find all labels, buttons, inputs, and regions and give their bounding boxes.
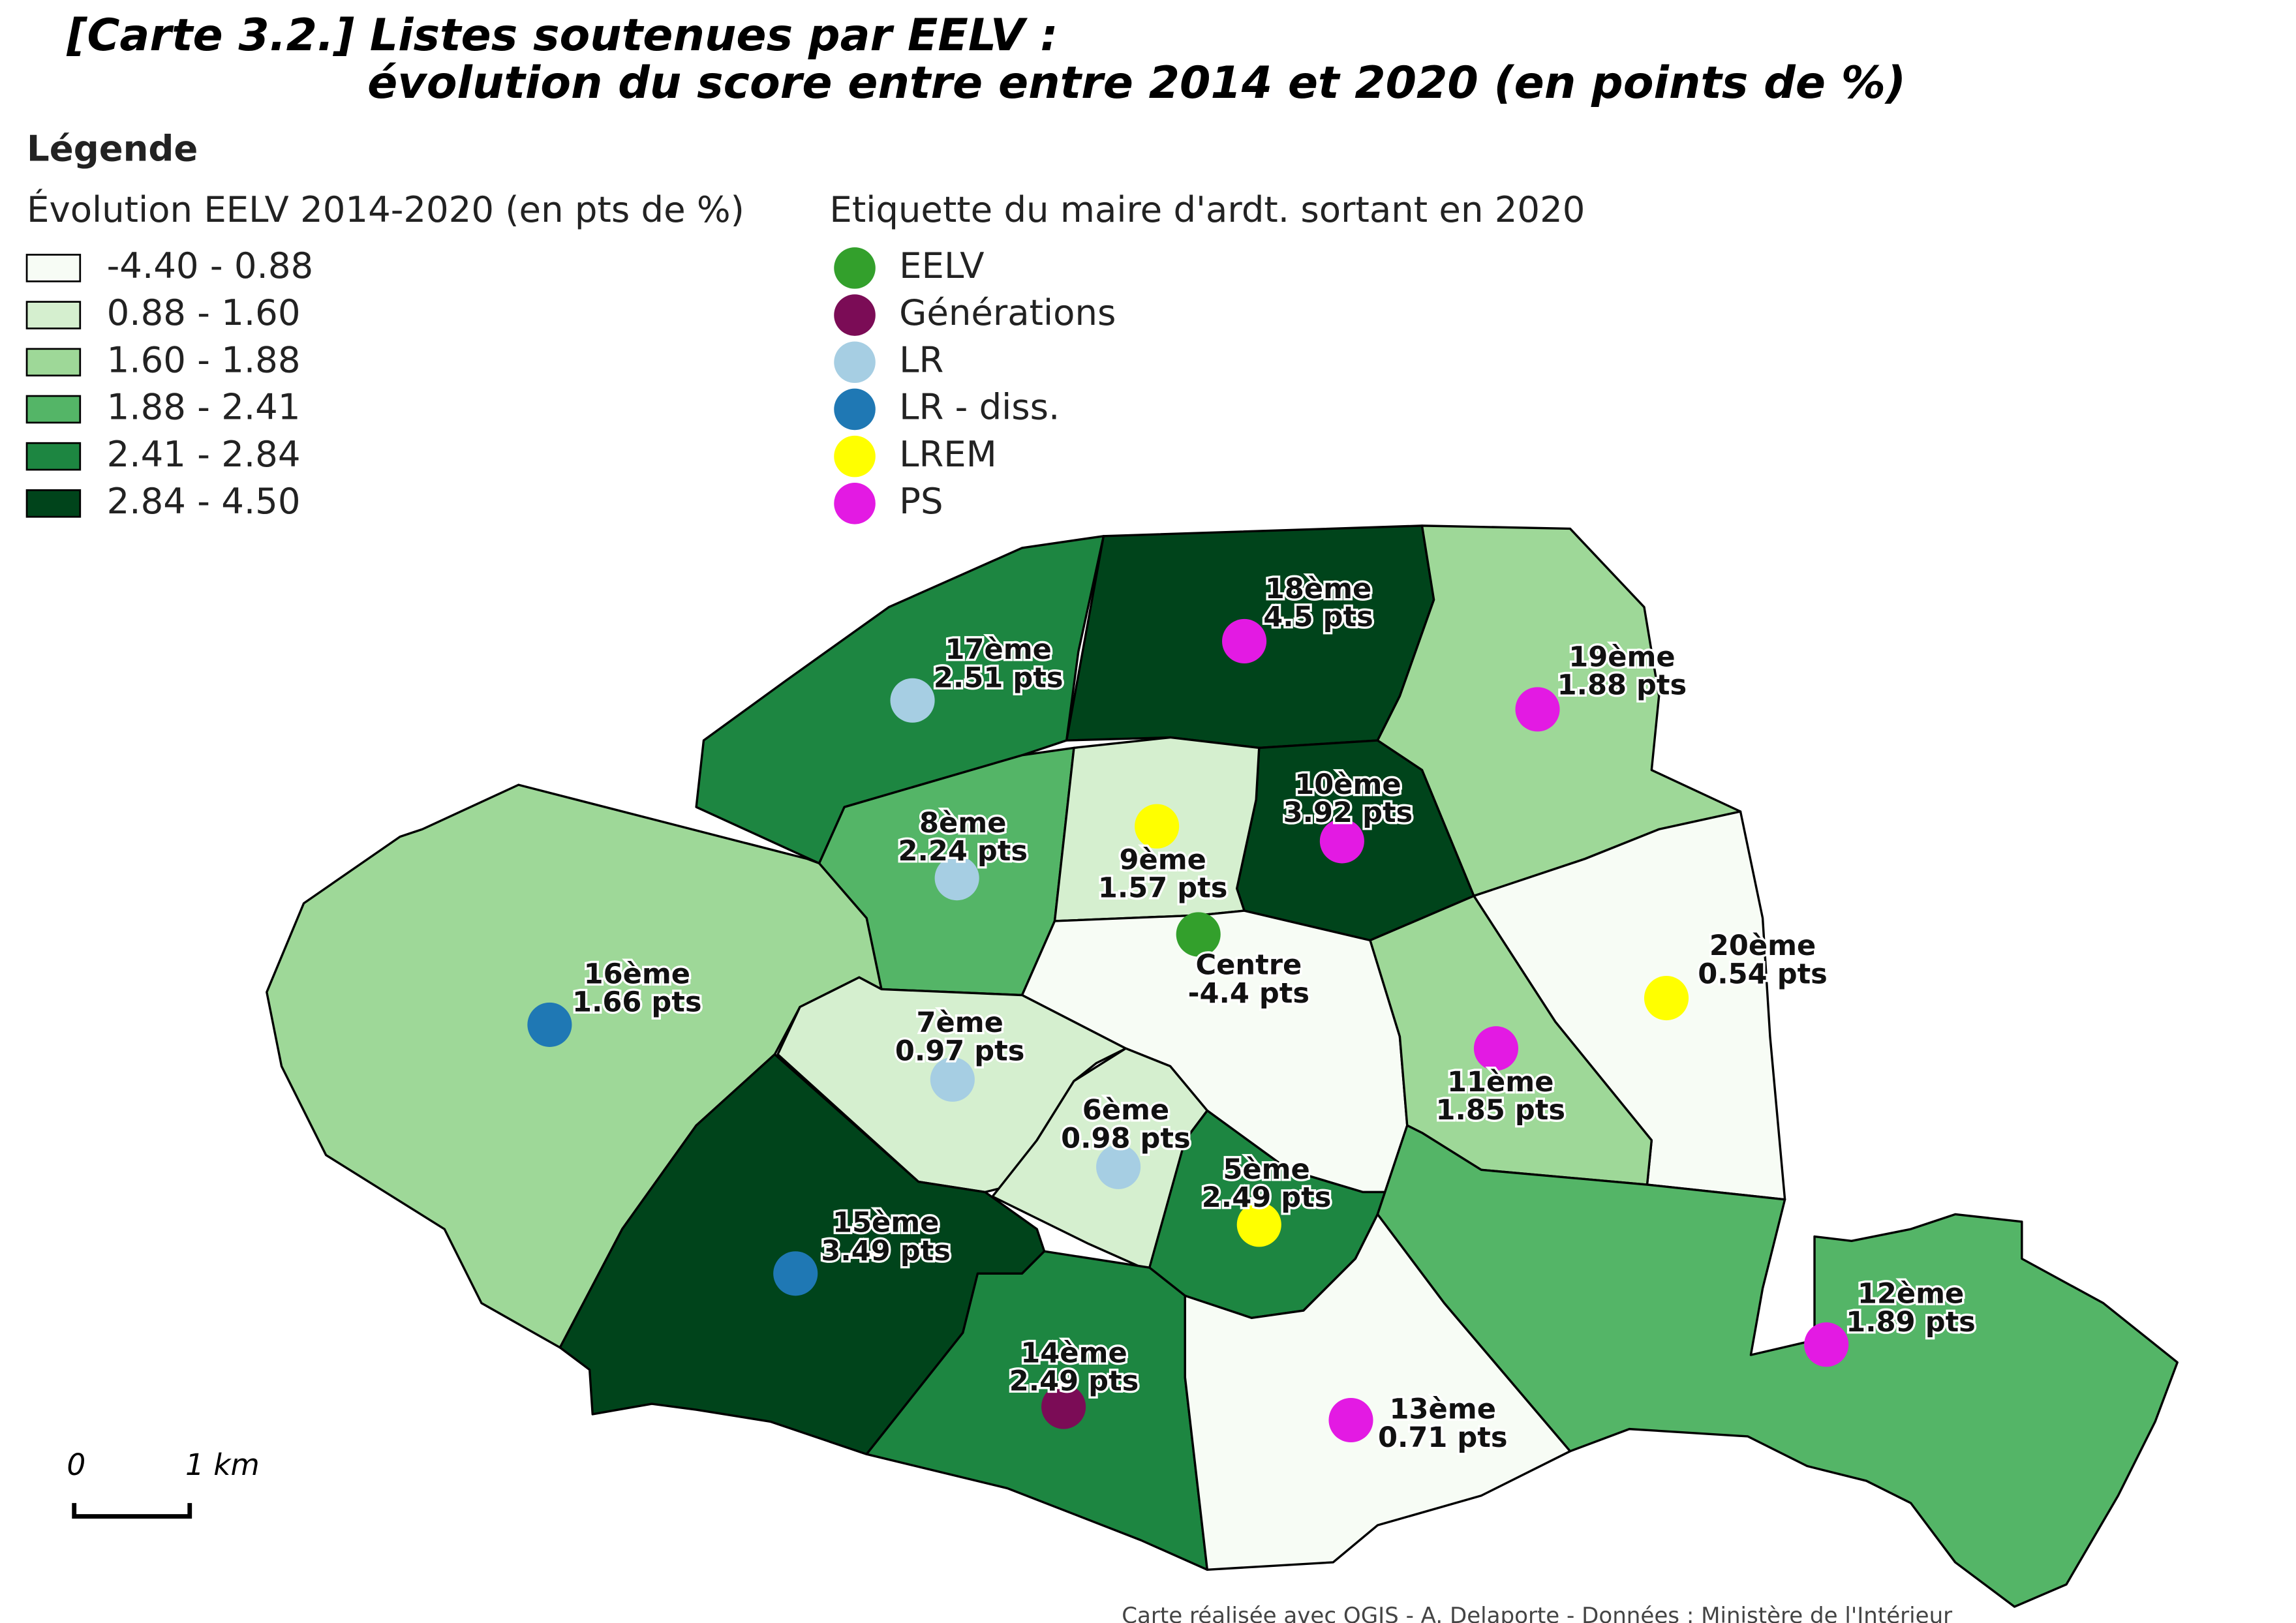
district-score: 2.49 pts bbox=[1202, 1181, 1332, 1214]
legend-party-dot bbox=[834, 483, 876, 524]
district-score: 2.24 pts bbox=[898, 835, 1028, 868]
district-score: 0.54 pts bbox=[1698, 958, 1828, 990]
district bbox=[865, 1250, 1209, 1571]
scale-bar bbox=[72, 1503, 192, 1519]
district-name: 18ème bbox=[1265, 573, 1371, 605]
legend-party-label: EELV bbox=[899, 245, 984, 286]
district-name: 9ème bbox=[1119, 844, 1206, 877]
district-score: 3.92 pts bbox=[1283, 796, 1413, 829]
legend-party-label: Générations bbox=[899, 292, 1116, 333]
mayor-marker bbox=[1473, 1026, 1519, 1071]
district-name: 20ème bbox=[1709, 930, 1816, 962]
legend-swatch bbox=[25, 442, 82, 471]
legend-class-label: 0.88 - 1.60 bbox=[107, 292, 301, 333]
mayor-marker bbox=[773, 1251, 818, 1296]
district-name: 6ème bbox=[1082, 1094, 1169, 1127]
mayor-marker bbox=[1222, 618, 1267, 663]
district-score: 3.49 pts bbox=[821, 1235, 951, 1267]
legend-swatch bbox=[25, 301, 82, 329]
district-name: 16ème bbox=[584, 958, 690, 990]
mayor-marker bbox=[890, 678, 935, 723]
legend-class-label: 2.84 - 4.50 bbox=[107, 480, 301, 522]
credit: Carte réalisée avec QGIS - A. Delaporte … bbox=[1122, 1603, 1952, 1623]
legend-swatch bbox=[25, 348, 82, 377]
legend-swatch bbox=[25, 489, 82, 518]
district-name: 10ème bbox=[1294, 768, 1401, 801]
district-score: 1.57 pts bbox=[1098, 872, 1228, 905]
district-name: 13ème bbox=[1390, 1393, 1496, 1426]
district-score: 2.49 pts bbox=[1009, 1365, 1139, 1398]
legend-class-label: -4.40 - 0.88 bbox=[107, 245, 314, 286]
mayor-marker bbox=[1644, 975, 1689, 1021]
districts bbox=[266, 524, 2179, 1608]
legend-party-label: PS bbox=[899, 480, 943, 522]
district-score: 4.5 pts bbox=[1263, 601, 1373, 633]
scale-km: 1 km bbox=[185, 1448, 260, 1482]
district-score: 1.85 pts bbox=[1435, 1094, 1565, 1127]
legend-swatch bbox=[25, 395, 82, 424]
mayor-marker bbox=[934, 856, 979, 901]
legend-party-label: LR - diss. bbox=[899, 386, 1060, 428]
mayor-marker bbox=[1176, 912, 1221, 957]
classes-title: Évolution EELV 2014-2020 (en pts de %) bbox=[27, 189, 744, 230]
district-score: 2.51 pts bbox=[934, 661, 1064, 694]
district-name: 5ème bbox=[1223, 1153, 1309, 1186]
legend-party-dot bbox=[834, 294, 876, 336]
mayor-marker bbox=[1041, 1384, 1086, 1429]
legend-party-label: LREM bbox=[899, 433, 997, 475]
district-name: 12ème bbox=[1858, 1278, 1964, 1311]
mayor-marker bbox=[1319, 819, 1364, 864]
parties-title: Etiquette du maire d'ardt. sortant en 20… bbox=[829, 189, 1585, 230]
mayor-marker bbox=[1236, 1202, 1281, 1247]
district-name: 14ème bbox=[1020, 1337, 1127, 1369]
district-score: -4.4 pts bbox=[1188, 977, 1309, 1010]
mayor-marker bbox=[1135, 804, 1180, 849]
legend-class-label: 2.41 - 2.84 bbox=[107, 433, 301, 475]
mayor-marker bbox=[1328, 1397, 1373, 1443]
district bbox=[1184, 1213, 1572, 1571]
district-name: 7ème bbox=[916, 1007, 1003, 1039]
mayor-marker bbox=[527, 1002, 572, 1047]
district-score: 1.89 pts bbox=[1846, 1306, 1976, 1339]
mayor-marker bbox=[1804, 1322, 1849, 1367]
legend-party-dot bbox=[834, 341, 876, 384]
legend-heading: Légende bbox=[27, 128, 198, 170]
district-name: Centre bbox=[1195, 949, 1302, 982]
title-line-2: évolution du score entre entre 2014 et 2… bbox=[367, 57, 1906, 109]
legend-class-label: 1.60 - 1.88 bbox=[107, 339, 301, 380]
district bbox=[1376, 1124, 2179, 1608]
legend-class-label: 1.88 - 2.41 bbox=[107, 386, 301, 428]
legend-party-dot bbox=[834, 388, 876, 431]
district-name: 15ème bbox=[833, 1207, 939, 1239]
district-name: 8ème bbox=[919, 807, 1006, 840]
legend-party-label: LR bbox=[899, 339, 943, 380]
district-name: 17ème bbox=[945, 633, 1051, 666]
district-score: 1.66 pts bbox=[572, 986, 702, 1018]
district-score: 0.98 pts bbox=[1061, 1122, 1191, 1155]
district-score: 0.97 pts bbox=[895, 1035, 1025, 1067]
district-score: 1.88 pts bbox=[1557, 669, 1687, 702]
title-line-1: [Carte 3.2.] Listes soutenues par EELV : bbox=[66, 10, 1058, 61]
legend: -4.40 - 0.88 0.88 - 1.60 1.60 - 1.88 1.88 -… bbox=[25, 245, 1116, 524]
scale-zero: 0 bbox=[67, 1448, 85, 1482]
mayor-marker bbox=[930, 1057, 975, 1102]
district-name: 11ème bbox=[1447, 1066, 1554, 1099]
mayor-marker bbox=[1096, 1144, 1141, 1189]
mayor-marker bbox=[1515, 687, 1560, 732]
district-score: 0.71 pts bbox=[1378, 1421, 1508, 1454]
legend-swatch bbox=[25, 254, 82, 282]
district-name: 19ème bbox=[1569, 641, 1675, 674]
legend-party-dot bbox=[834, 435, 876, 478]
legend-party-dot bbox=[834, 247, 876, 289]
